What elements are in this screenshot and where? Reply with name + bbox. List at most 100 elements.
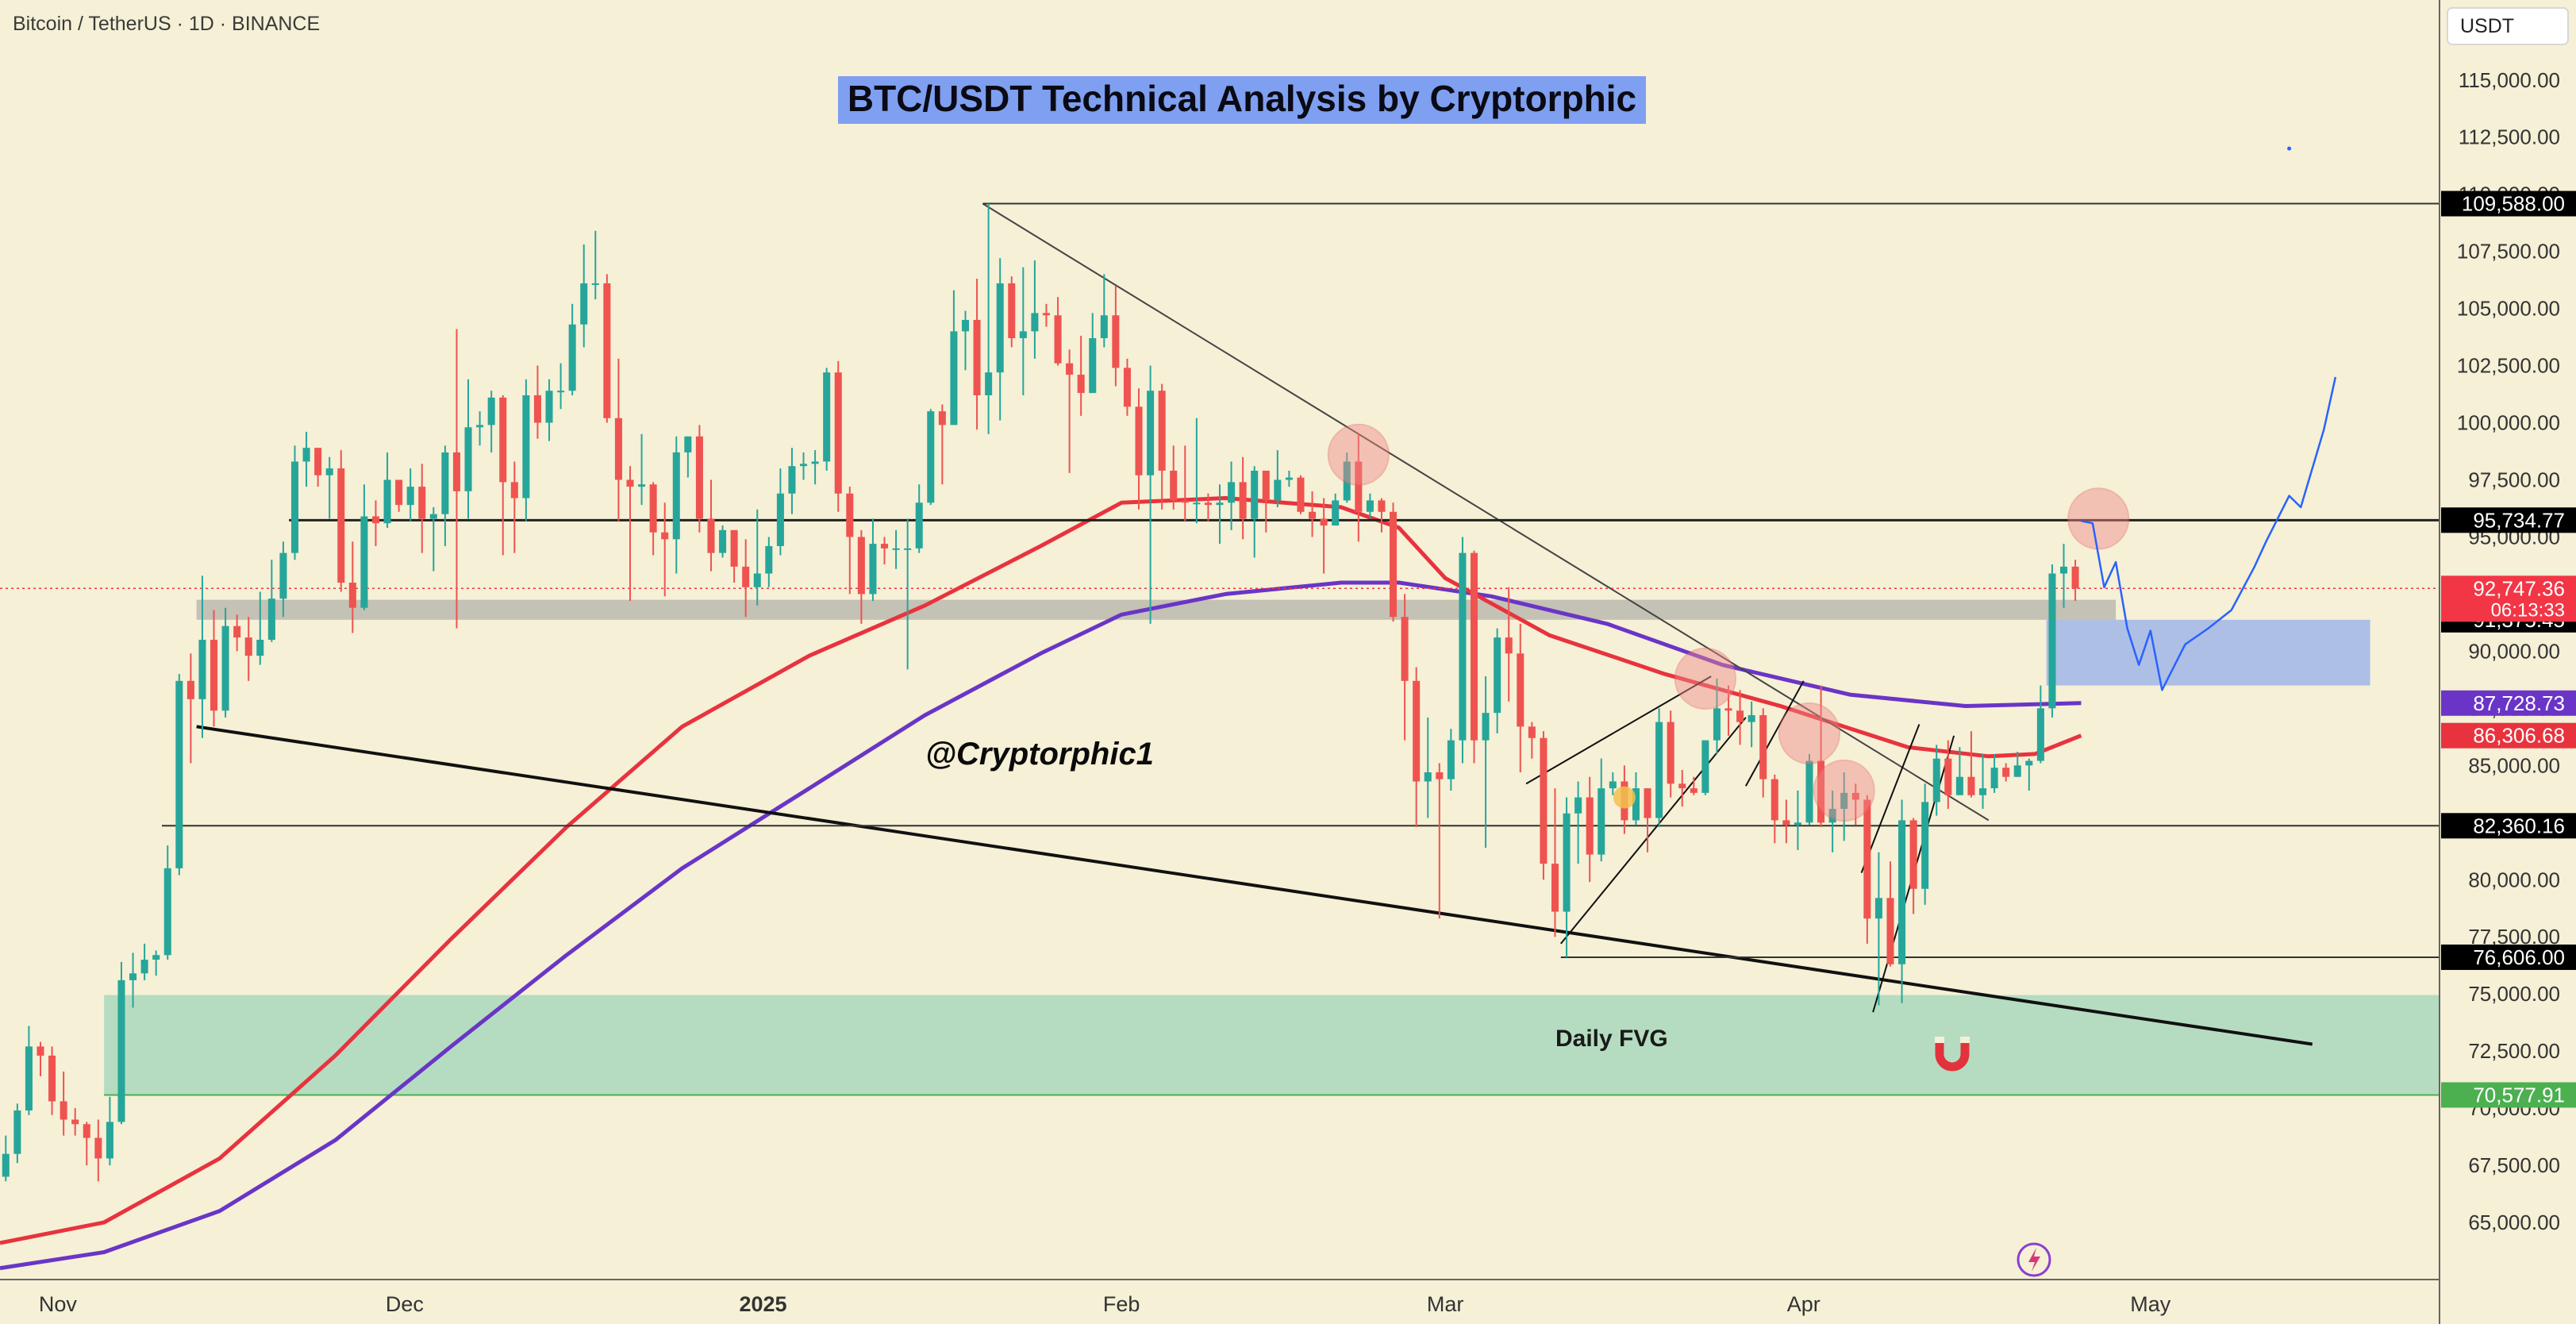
candle-body xyxy=(1771,779,1778,821)
candle-body xyxy=(846,493,854,537)
candle-body xyxy=(360,516,368,608)
candle-body xyxy=(1540,737,1548,864)
y-tick-label: 115,000.00 xyxy=(2459,68,2560,92)
candle-body xyxy=(1851,792,1859,800)
candle-body xyxy=(892,548,900,550)
candle-body xyxy=(765,545,773,574)
candle-body xyxy=(152,955,160,960)
candle-body xyxy=(938,411,946,425)
candle-body xyxy=(510,482,518,498)
highlight-circle xyxy=(1674,647,1736,710)
candle-body xyxy=(1701,740,1709,793)
candle-body xyxy=(279,552,287,599)
current-price-tag-bg xyxy=(2441,575,2576,622)
candle-body xyxy=(1805,760,1813,823)
candle-body xyxy=(973,320,981,395)
candle-body xyxy=(2048,573,2056,709)
candle-body xyxy=(94,1137,102,1159)
title-box xyxy=(838,76,1646,124)
candle-body xyxy=(1517,653,1524,727)
candle-body xyxy=(37,1046,44,1056)
current-price-tag: 92,747.36 xyxy=(2473,576,2565,600)
candle-body xyxy=(638,484,646,487)
candle-body xyxy=(1042,313,1050,316)
x-tick-label: 2025 xyxy=(739,1292,786,1316)
candle-body xyxy=(695,436,703,519)
candle-body xyxy=(302,448,310,462)
y-tick-label: 90,000.00 xyxy=(2468,639,2560,663)
candle-body xyxy=(800,464,808,467)
level-tag: 76,606.00 xyxy=(2473,945,2565,969)
candle-body xyxy=(1424,772,1432,782)
candle-body xyxy=(1239,482,1247,519)
x-tick-label: Feb xyxy=(1103,1292,1140,1316)
y-tick-label: 112,500.00 xyxy=(2459,125,2560,149)
candle-body xyxy=(1494,637,1501,714)
candle-body xyxy=(1147,391,1155,475)
candle-body xyxy=(314,448,322,475)
candle-body xyxy=(1678,783,1686,789)
candle-body xyxy=(557,391,565,393)
candle-body xyxy=(383,479,391,524)
level-tag: 109,588.00 xyxy=(2462,192,2565,216)
support-trendline xyxy=(196,725,2313,1046)
highlight-circle xyxy=(1327,423,1390,486)
level-tag-bg xyxy=(2441,944,2576,970)
candle-body xyxy=(591,283,599,285)
candle-body xyxy=(1343,461,1351,501)
projection-layer xyxy=(2081,146,2337,691)
current-price-tag-countdown: 06:13:33 xyxy=(2491,599,2565,621)
candle-body xyxy=(614,418,622,480)
y-tick-label: 107,500.00 xyxy=(2457,240,2560,264)
candle-body xyxy=(823,372,831,462)
level-tag: 82,360.16 xyxy=(2473,814,2565,837)
fvg-tag-bg xyxy=(2441,1082,2576,1108)
candle-body xyxy=(1204,502,1212,506)
candle-body xyxy=(1008,283,1016,339)
candle-body xyxy=(1193,502,1201,505)
projection-path xyxy=(2081,376,2337,691)
candle-body xyxy=(198,640,206,699)
y-tick-label: 97,500.00 xyxy=(2468,468,2560,492)
candle-body xyxy=(880,544,889,548)
candle-body xyxy=(661,532,669,540)
candle-body xyxy=(464,427,472,491)
x-tick-label: Dec xyxy=(386,1292,424,1316)
candle-body xyxy=(256,640,264,656)
currency-button[interactable]: USDT xyxy=(2447,7,2569,45)
candle-body xyxy=(649,484,657,533)
watermark-text: @Cryptorphic1 xyxy=(925,737,1154,772)
candle-body xyxy=(1932,758,1940,802)
y-tick-label: 65,000.00 xyxy=(2468,1210,2560,1234)
candle-body xyxy=(950,331,958,425)
fvg-tag: 70,577.91 xyxy=(2473,1083,2565,1107)
projection-dot xyxy=(2287,146,2292,151)
candle-body xyxy=(545,391,553,423)
symbol-title: Bitcoin / TetherUS · 1D · BINANCE xyxy=(13,13,320,35)
candle-body xyxy=(429,514,437,519)
candle-body xyxy=(811,461,819,464)
candle-body xyxy=(406,487,414,506)
candle-body xyxy=(1135,406,1143,475)
candle-body xyxy=(186,680,194,699)
candle-body xyxy=(1077,375,1085,394)
candle-body xyxy=(753,573,761,587)
flash-icon[interactable] xyxy=(2017,1242,2051,1277)
candle-body xyxy=(580,283,588,325)
y-tick-label: 85,000.00 xyxy=(2468,753,2560,777)
ma-tag-bg xyxy=(2441,722,2576,749)
candle-body xyxy=(1158,391,1166,471)
candle-body xyxy=(684,436,692,452)
candle-body xyxy=(452,452,460,491)
candle-body xyxy=(1736,710,1744,722)
candle-body xyxy=(927,411,935,503)
x-tick-label: May xyxy=(2130,1292,2171,1316)
channel-upper-1 xyxy=(1525,675,1712,785)
candle-body xyxy=(1921,802,1929,889)
candle-body xyxy=(233,625,241,638)
candle-body xyxy=(1598,788,1605,855)
candle-body xyxy=(1609,781,1617,789)
candle-body xyxy=(1690,788,1697,793)
candle-body xyxy=(1574,797,1582,814)
